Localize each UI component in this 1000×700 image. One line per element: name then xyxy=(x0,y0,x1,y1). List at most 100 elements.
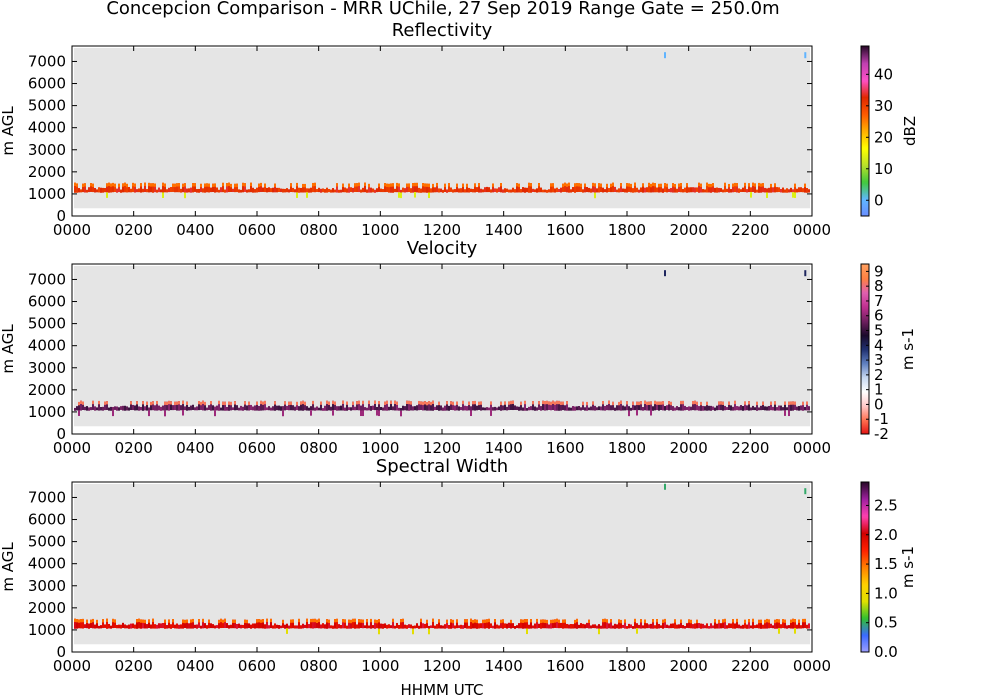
echo-column xyxy=(226,406,228,411)
echo-column xyxy=(356,183,358,193)
x-tick-label: 0000 xyxy=(793,657,831,675)
echo-top xyxy=(488,618,490,623)
echo-column xyxy=(482,407,484,411)
echo-column xyxy=(360,619,362,629)
echo-top xyxy=(802,401,804,406)
echo-top xyxy=(76,619,78,623)
colorbar-frame xyxy=(860,45,870,217)
echo-dip xyxy=(148,410,150,417)
echo-column xyxy=(378,400,380,411)
echo-top xyxy=(478,183,480,187)
echo-column xyxy=(524,400,526,411)
echo-column xyxy=(802,188,804,193)
echo-top xyxy=(152,183,154,187)
echo-column xyxy=(786,407,788,411)
echo-column xyxy=(754,183,756,193)
echo-column xyxy=(448,183,450,193)
colorbar-tick-label: 5 xyxy=(874,322,884,340)
echo-column xyxy=(702,189,704,193)
echo-column xyxy=(470,406,472,411)
echo-column xyxy=(394,400,396,411)
echo-column xyxy=(620,183,622,193)
echo-column xyxy=(734,623,736,629)
colorbar-segment xyxy=(861,208,869,211)
echo-column xyxy=(800,187,802,193)
colorbar-segment xyxy=(861,374,869,377)
colorbar-segment xyxy=(861,410,869,413)
echo-top xyxy=(792,401,794,405)
sparse-echo xyxy=(664,52,666,59)
echo-top xyxy=(794,401,796,405)
echo-column xyxy=(430,401,432,411)
echo-column xyxy=(326,400,328,411)
echo-column xyxy=(748,401,750,411)
echo-top xyxy=(142,619,144,623)
colorbar-segment xyxy=(861,186,869,189)
echo-column xyxy=(726,407,728,410)
x-tick-label: 0800 xyxy=(300,439,338,457)
echo-column xyxy=(460,407,462,411)
x-tick-label: 1200 xyxy=(423,439,461,457)
echo-top xyxy=(732,183,734,187)
echo-top xyxy=(662,401,664,405)
echo-column xyxy=(286,188,288,193)
echo-column xyxy=(260,182,262,193)
colorbar-segment xyxy=(861,306,869,309)
colorbar-tick-label: 1 xyxy=(874,381,884,399)
echo-top xyxy=(748,183,750,187)
echo-column xyxy=(534,406,536,411)
echo-column xyxy=(234,619,236,629)
echo-top xyxy=(394,400,396,405)
echo-top xyxy=(164,183,166,187)
echo-top xyxy=(528,182,530,187)
echo-column xyxy=(730,623,732,629)
colorbar-segment xyxy=(861,630,869,633)
colorbar-segment xyxy=(861,572,869,575)
echo-column xyxy=(710,623,712,629)
echo-column xyxy=(608,188,610,193)
echo-column xyxy=(238,407,240,411)
echo-top xyxy=(542,619,544,623)
echo-top xyxy=(102,619,104,623)
x-tick-label: 0000 xyxy=(53,657,91,675)
echo-column xyxy=(790,187,792,193)
echo-column xyxy=(472,619,474,629)
echo-top xyxy=(366,619,368,623)
echo-column xyxy=(138,618,140,629)
colorbar-segment xyxy=(861,432,869,435)
colorbar-segment xyxy=(861,160,869,163)
echo-column xyxy=(102,619,104,629)
echo-top xyxy=(310,618,312,623)
sparse-echo xyxy=(664,483,666,490)
echo-column xyxy=(126,183,128,193)
colorbar-segment xyxy=(861,530,869,533)
x-tick-label: 2200 xyxy=(731,221,769,239)
echo-column xyxy=(426,619,428,628)
echo-column xyxy=(670,188,672,193)
echo-column xyxy=(604,618,606,629)
echo-top xyxy=(462,400,464,405)
echo-top xyxy=(378,183,380,187)
echo-top xyxy=(554,401,556,405)
echo-top xyxy=(262,401,264,405)
echo-top xyxy=(766,618,768,623)
y-tick-label: 7000 xyxy=(28,270,66,288)
echo-column xyxy=(536,188,538,193)
colorbar-frame xyxy=(860,481,870,653)
echo-column xyxy=(640,187,642,193)
echo-column xyxy=(134,183,136,193)
echo-column xyxy=(504,401,506,411)
echo-column xyxy=(306,406,308,411)
echo-column xyxy=(260,619,262,629)
colorbar-segment xyxy=(861,538,869,541)
colorbar-segment xyxy=(861,562,869,565)
echo-column xyxy=(600,406,602,411)
echo-column xyxy=(790,619,792,629)
echo-top xyxy=(320,401,322,405)
echo-column xyxy=(110,625,112,629)
echo-column xyxy=(162,623,164,629)
echo-top xyxy=(538,183,540,187)
echo-column xyxy=(578,183,580,192)
colorbar-segment xyxy=(861,588,869,591)
y-tick-label: 4000 xyxy=(28,555,66,573)
